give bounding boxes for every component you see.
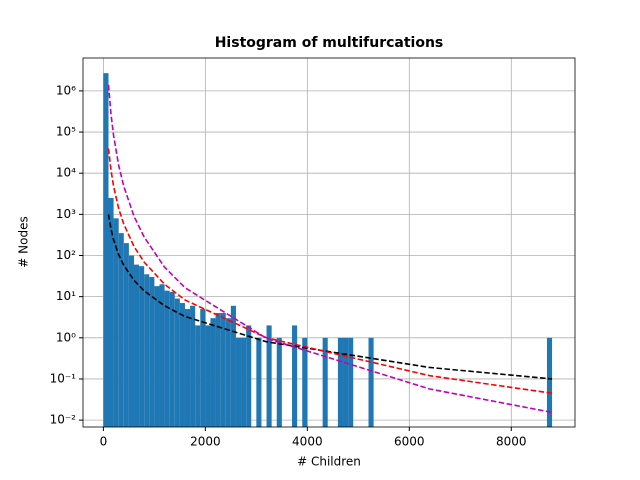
bar — [225, 318, 231, 427]
plot-frame — [82, 57, 576, 428]
bar — [266, 325, 272, 427]
bar — [215, 313, 221, 427]
bar — [179, 303, 185, 427]
bar — [256, 337, 262, 427]
bar — [169, 291, 175, 427]
bar — [230, 305, 236, 427]
bar — [149, 277, 155, 427]
x-tick-label: 2000 — [190, 435, 221, 449]
bar — [154, 286, 160, 427]
x-tick-label: 0 — [100, 435, 108, 449]
bar — [205, 325, 211, 427]
fit-line — [107, 84, 553, 414]
bar — [368, 337, 374, 427]
bar — [302, 337, 308, 427]
fit-line — [107, 148, 553, 395]
y-tick-label: 10⁻² — [50, 413, 77, 427]
y-tick-label: 10¹ — [56, 289, 76, 303]
bar — [235, 337, 242, 427]
y-axis-label: # Nodes — [17, 216, 31, 267]
bar — [184, 309, 191, 427]
bar — [246, 325, 252, 427]
bar — [210, 318, 216, 427]
y-tick-label: 10⁰ — [56, 330, 76, 344]
fit-line — [107, 214, 553, 380]
x-tick-label: 4000 — [292, 435, 323, 449]
bar — [200, 309, 206, 427]
bar — [159, 284, 165, 427]
bar — [546, 337, 553, 427]
chart-title: Histogram of multifurcations — [215, 35, 444, 51]
bar — [190, 305, 196, 427]
bar — [241, 337, 247, 427]
y-tick-label: 10⁴ — [56, 166, 76, 180]
bar — [322, 337, 328, 427]
x-tick-label: 8000 — [496, 435, 527, 449]
bar — [133, 264, 140, 427]
bar — [139, 266, 145, 427]
y-tick-label: 10³ — [56, 207, 76, 221]
x-tick-label: 6000 — [394, 435, 425, 449]
y-tick-label: 10⁵ — [56, 125, 76, 139]
x-axis-label: # Children — [297, 455, 361, 469]
bar — [113, 218, 119, 427]
bar — [103, 73, 109, 427]
bar — [220, 313, 226, 427]
bar — [118, 233, 124, 427]
bar — [144, 274, 150, 427]
bar — [195, 325, 201, 427]
bar — [123, 243, 129, 427]
bar — [108, 197, 114, 427]
bar — [128, 255, 134, 427]
bar — [337, 337, 344, 427]
bar — [174, 298, 180, 427]
bar — [343, 337, 349, 427]
y-tick-label: 10⁻¹ — [50, 371, 77, 385]
bar — [292, 325, 298, 427]
bar — [276, 337, 282, 427]
bar — [164, 290, 170, 427]
y-tick-label: 10⁶ — [56, 83, 76, 97]
y-tick-label: 10² — [56, 248, 76, 262]
bar — [348, 337, 354, 427]
